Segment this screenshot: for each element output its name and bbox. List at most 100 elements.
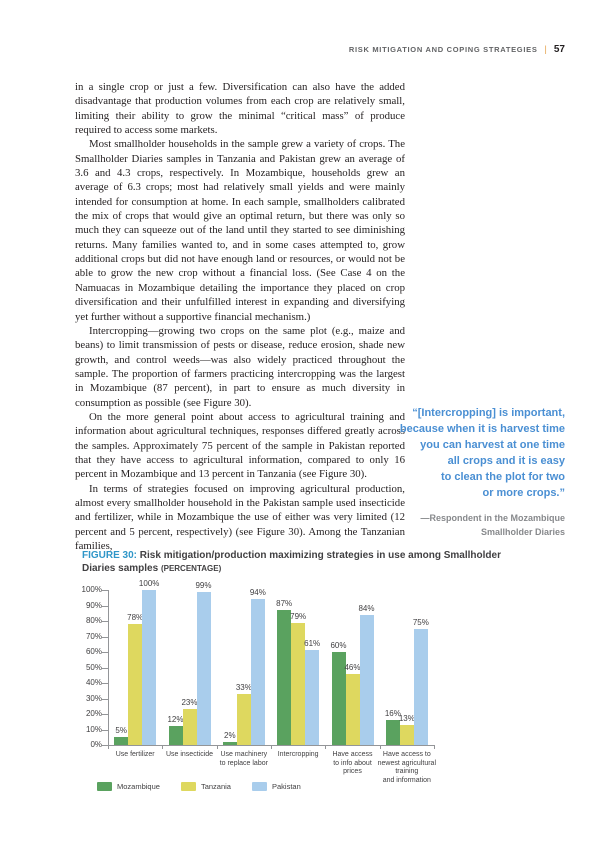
x-category-label: Have access to newest agricultural train… (377, 751, 437, 784)
y-tick-mark (102, 729, 108, 731)
y-tick-mark (102, 652, 108, 653)
y-tick-mark (102, 698, 108, 700)
body-paragraph: In terms of strategies focused on improv… (75, 482, 405, 552)
bar-pakistan (413, 628, 428, 745)
bar-value-label: 23% (181, 698, 198, 708)
y-axis-line (108, 590, 109, 745)
bar-pakistan (250, 599, 265, 745)
y-tick-label: 100% (81, 585, 102, 594)
legend-swatch (97, 782, 112, 791)
y-tick-label: 20% (85, 709, 102, 718)
y-tick-label: 50% (85, 662, 102, 672)
body-paragraph: Intercropping—growing two crops on the s… (75, 324, 405, 409)
legend-item-pakistan: Pakistan (251, 782, 301, 791)
bar-value-label: 2% (224, 730, 236, 740)
x-tick-mark (162, 745, 164, 749)
y-tick-mark (102, 667, 108, 669)
x-category-label: Use machinery to replace labor (219, 751, 268, 767)
x-category-label: Have access to info about prices (332, 751, 373, 776)
legend-label: Pakistan (271, 782, 301, 791)
y-tick-label: 30% (85, 693, 102, 703)
bar-value-label: 78% (127, 613, 144, 623)
body-paragraph: Most smallholder households in the sampl… (75, 138, 405, 323)
page-number: 57 (553, 44, 565, 55)
x-tick-mark (108, 745, 109, 749)
y-tick-label: 60% (85, 647, 102, 656)
bar-mozambique (114, 737, 129, 745)
pull-quote-text: “[Intercropping] is important, because w… (399, 407, 565, 499)
bar-mozambique (222, 741, 237, 745)
x-tick-mark (379, 745, 381, 749)
bar-tanzania (291, 622, 306, 745)
bar-value-label: 99% (195, 580, 212, 590)
y-tick-mark (102, 590, 108, 591)
bar-value-label: 60% (330, 641, 347, 650)
body-text-column: in a single crop or just a few. Diversif… (75, 80, 405, 553)
bar-tanzania (236, 693, 251, 745)
y-tick-label: 80% (85, 616, 102, 625)
x-category-label: Use fertilizer (115, 751, 155, 758)
y-tick-mark (102, 683, 108, 684)
bar-pakistan (359, 614, 374, 745)
legend-swatch (180, 782, 196, 791)
figure-caption-title: Risk mitigation/production maximizing st… (82, 550, 501, 574)
y-tick-label: 10% (85, 724, 102, 734)
bar-pakistan (142, 590, 157, 745)
y-tick-mark (102, 636, 108, 638)
bar-mozambique (385, 720, 400, 745)
figure-caption: FIGURE 30: Risk mitigation/production ma… (82, 549, 502, 575)
bar-pakistan (196, 591, 211, 745)
bar-tanzania (128, 624, 143, 745)
x-tick-mark (271, 745, 272, 749)
bar-tanzania (399, 724, 414, 745)
bar-mozambique (277, 610, 292, 745)
legend-label: Tanzania (200, 782, 231, 791)
header-divider: | (544, 44, 547, 54)
figure-caption-suffix: (PERCENTAGE) (160, 564, 222, 573)
bar-value-label: 33% (235, 682, 252, 692)
bar-mozambique (168, 726, 183, 745)
bar-value-label: 16% (384, 709, 401, 719)
bar-value-label: 79% (290, 611, 307, 621)
legend-item-tanzania: Tanzania (180, 782, 231, 791)
y-tick-label: 40% (85, 678, 102, 687)
x-tick-mark (434, 745, 435, 749)
y-tick-mark (102, 714, 108, 715)
x-tick-mark (216, 745, 218, 749)
y-tick-label: 0% (90, 740, 102, 749)
bar-mozambique (331, 652, 346, 745)
bar-value-label: 94% (249, 588, 266, 598)
chart-legend: Mozambique Tanzania Pakistan (97, 782, 301, 791)
legend-swatch (251, 782, 267, 791)
pull-quote-attribution: —Respondent in the Mozambique Smallholde… (420, 513, 565, 537)
body-paragraph: in a single crop or just a few. Diversif… (75, 81, 405, 137)
y-tick-label: 90% (85, 600, 102, 610)
bar-value-label: 100% (138, 579, 160, 588)
bar-tanzania (182, 709, 197, 745)
x-category-label: Use insecticide (165, 751, 214, 758)
legend-item-mozambique: Mozambique (97, 782, 160, 791)
bar-value-label: 61% (304, 639, 321, 649)
bar-value-label: 75% (412, 617, 429, 627)
pull-quote: “[Intercropping] is important, because w… (387, 405, 565, 539)
bar-value-label: 46% (344, 662, 361, 672)
bar-value-label: 13% (398, 713, 415, 723)
bar-pakistan (305, 650, 320, 745)
y-tick-mark (102, 605, 108, 607)
y-tick-label: 70% (85, 631, 102, 641)
x-tick-mark (325, 745, 327, 749)
x-category-label: Intercropping (277, 751, 319, 758)
bar-value-label: 87% (276, 599, 293, 609)
header-section-title: RISK MITIGATION AND COPING STRATEGIES (348, 45, 538, 54)
body-paragraph: On the more general point about access t… (75, 410, 405, 481)
bar-tanzania (345, 673, 360, 745)
bar-value-label: 12% (167, 715, 184, 725)
y-tick-mark (102, 621, 108, 622)
running-header: RISK MITIGATION AND COPING STRATEGIES | … (349, 44, 565, 55)
bar-value-label: 84% (358, 603, 375, 613)
figure-30-bar-chart: 0% 10% 20% 30% 40% 50% 60% 70% 80% 90% 100% Use fer… (0, 579, 600, 825)
legend-label: Mozambique (117, 782, 160, 791)
bar-value-label: 5% (115, 726, 127, 736)
figure-caption-label: FIGURE 30: (82, 550, 138, 561)
